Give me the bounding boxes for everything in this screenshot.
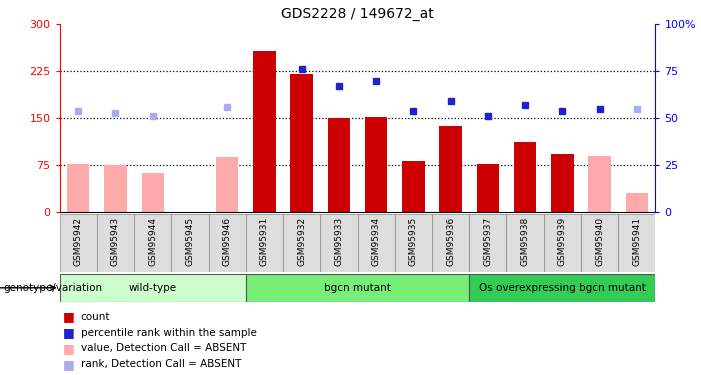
Bar — [134, 214, 171, 272]
Bar — [358, 214, 395, 272]
Bar — [60, 274, 246, 302]
Bar — [365, 117, 387, 212]
Text: GSM95942: GSM95942 — [74, 217, 83, 266]
Bar — [67, 164, 90, 212]
Bar — [104, 165, 127, 212]
Bar — [477, 164, 499, 212]
Text: GSM95937: GSM95937 — [484, 217, 492, 266]
Text: GSM95933: GSM95933 — [334, 217, 343, 266]
Text: GSM95939: GSM95939 — [558, 217, 567, 266]
Text: GSM95945: GSM95945 — [186, 217, 194, 266]
Bar — [469, 214, 506, 272]
Bar — [402, 160, 425, 212]
Text: ■: ■ — [63, 358, 75, 370]
Text: GSM95932: GSM95932 — [297, 217, 306, 266]
Text: genotype/variation: genotype/variation — [4, 283, 102, 293]
Text: rank, Detection Call = ABSENT: rank, Detection Call = ABSENT — [81, 359, 241, 369]
Text: GSM95931: GSM95931 — [260, 217, 269, 266]
Bar — [60, 214, 97, 272]
Text: GSM95941: GSM95941 — [632, 217, 641, 266]
Bar — [290, 74, 313, 212]
Bar — [246, 274, 469, 302]
Bar — [328, 118, 350, 212]
Bar — [618, 214, 655, 272]
Text: GSM95944: GSM95944 — [148, 217, 157, 266]
Bar — [588, 156, 611, 212]
Bar — [171, 214, 209, 272]
Bar — [320, 214, 358, 272]
Text: ■: ■ — [63, 310, 75, 323]
Bar — [544, 214, 581, 272]
Bar — [142, 172, 164, 212]
Text: value, Detection Call = ABSENT: value, Detection Call = ABSENT — [81, 344, 246, 353]
Bar — [626, 193, 648, 212]
Text: ■: ■ — [63, 342, 75, 355]
Text: bgcn mutant: bgcn mutant — [324, 283, 391, 293]
Text: GSM95943: GSM95943 — [111, 217, 120, 266]
Bar — [551, 154, 573, 212]
Bar — [506, 214, 544, 272]
Text: percentile rank within the sample: percentile rank within the sample — [81, 328, 257, 338]
Text: GSM95938: GSM95938 — [521, 217, 529, 266]
Bar — [253, 51, 275, 212]
Bar — [97, 214, 134, 272]
Bar — [216, 157, 238, 212]
Title: GDS2228 / 149672_at: GDS2228 / 149672_at — [281, 7, 434, 21]
Text: GSM95936: GSM95936 — [446, 217, 455, 266]
Bar — [246, 214, 283, 272]
Bar — [440, 126, 462, 212]
Text: GSM95940: GSM95940 — [595, 217, 604, 266]
Bar — [432, 214, 469, 272]
Bar — [209, 214, 246, 272]
Text: count: count — [81, 312, 110, 322]
Bar — [283, 214, 320, 272]
Text: ■: ■ — [63, 326, 75, 339]
Bar — [469, 274, 655, 302]
Bar — [395, 214, 432, 272]
Text: GSM95934: GSM95934 — [372, 217, 381, 266]
Text: GSM95935: GSM95935 — [409, 217, 418, 266]
Bar — [581, 214, 618, 272]
Text: GSM95946: GSM95946 — [223, 217, 231, 266]
Text: wild-type: wild-type — [128, 283, 177, 293]
Bar — [514, 142, 536, 212]
Text: Os overexpressing bgcn mutant: Os overexpressing bgcn mutant — [479, 283, 646, 293]
